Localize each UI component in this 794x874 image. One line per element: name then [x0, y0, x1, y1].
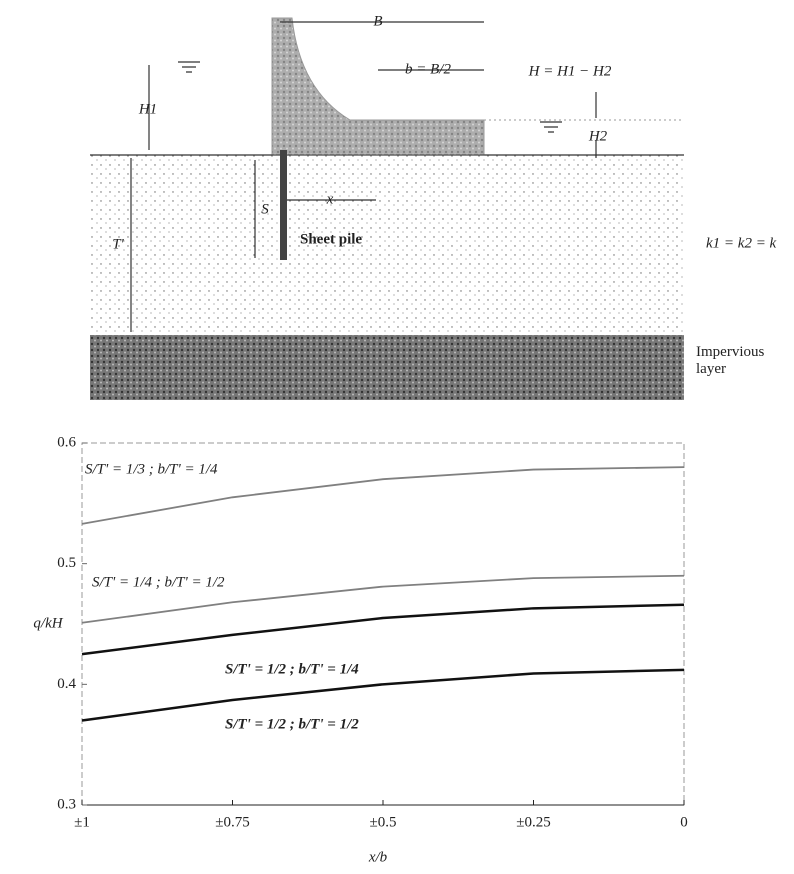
- label: k1 = k2 = k: [706, 235, 777, 251]
- sheet-pile: [280, 150, 287, 260]
- x-tick-label: ±0.25: [516, 814, 550, 830]
- figure: B b = B/2 H = H1 − H2 H1 H2 S x T' Sheet…: [0, 0, 794, 874]
- curve: [82, 670, 684, 721]
- label: b = B/2: [405, 61, 451, 77]
- label: H = H1 − H2: [528, 63, 612, 79]
- label: T': [112, 236, 124, 252]
- impervious-layer: [90, 335, 684, 400]
- curve: [82, 605, 684, 654]
- series-label: S/T' = 1/2 ; b/T' = 1/2: [225, 716, 359, 732]
- y-tick-label: 0.6: [57, 434, 76, 450]
- label: B: [373, 13, 382, 29]
- label: H1: [138, 101, 157, 117]
- soil-diagram: B b = B/2 H = H1 − H2 H1 H2 S x T' Sheet…: [90, 13, 792, 400]
- y-axis-label: q/kH: [33, 615, 63, 631]
- y-tick-label: 0.5: [57, 555, 76, 571]
- y-tick-label: 0.4: [57, 676, 76, 692]
- label-box: Impervious layer: [696, 344, 792, 394]
- series-label: S/T' = 1/2 ; b/T' = 1/4: [225, 661, 359, 677]
- label: Impervious layer: [696, 344, 792, 378]
- series-label: S/T' = 1/3 ; b/T' = 1/4: [85, 461, 218, 477]
- x-tick-label: ±1: [74, 814, 90, 830]
- plot-frame: [82, 443, 684, 805]
- x-tick-label: ±0.5: [370, 814, 397, 830]
- x-tick-label: 0: [680, 814, 688, 830]
- label: Sheet pile: [300, 231, 362, 247]
- soil: [90, 155, 684, 335]
- x-tick-label: ±0.75: [215, 814, 249, 830]
- x-axis-label: x/b: [368, 849, 388, 865]
- series-label: S/T' = 1/4 ; b/T' = 1/2: [92, 574, 225, 590]
- label: H2: [588, 128, 608, 144]
- dam: [272, 18, 484, 155]
- y-tick-label: 0.3: [57, 796, 76, 812]
- chart: q/kH x/b 0.3 0.4 0.5 0.6 ±1 ±0.75 ±0.5 ±0.25 0 S/…: [33, 434, 687, 865]
- label: x: [326, 191, 334, 207]
- label: S: [261, 201, 269, 217]
